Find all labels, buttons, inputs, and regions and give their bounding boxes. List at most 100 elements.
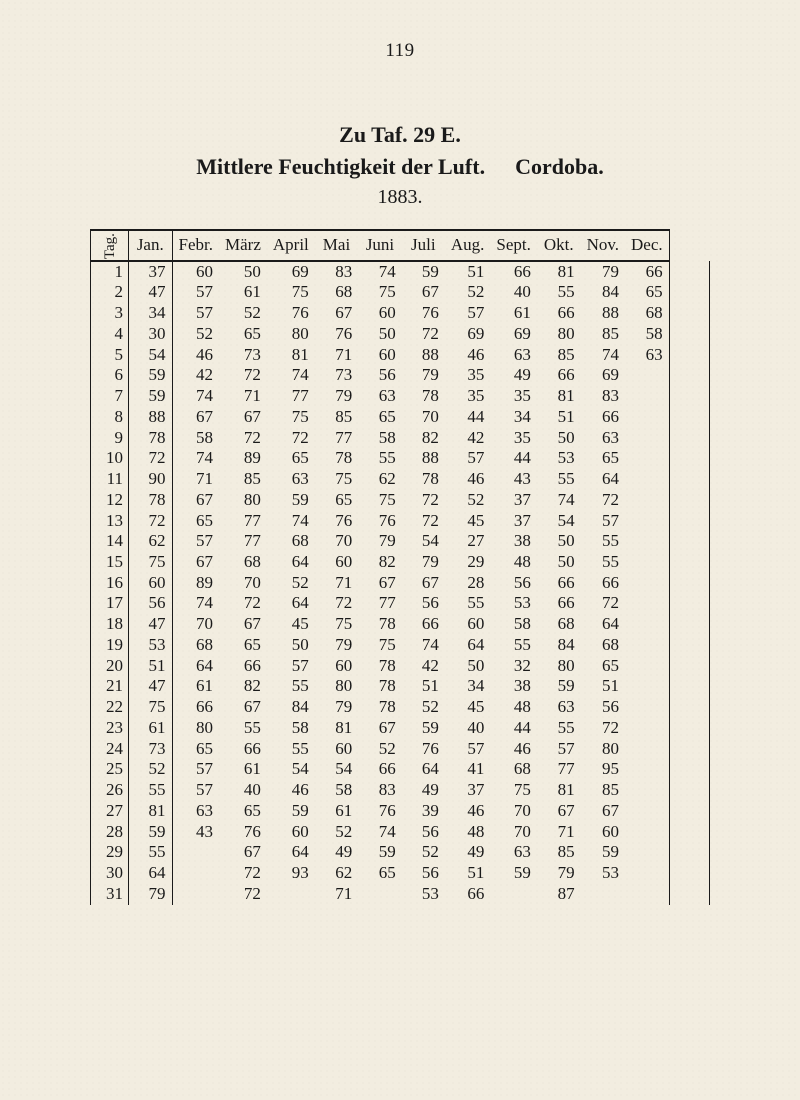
row-index: 13: [91, 511, 129, 532]
cell: 55: [581, 531, 625, 552]
cell: 65: [172, 739, 219, 760]
cell: 76: [315, 324, 358, 345]
cell: 53: [129, 635, 173, 656]
cell: [625, 780, 669, 801]
cell: 52: [402, 842, 445, 863]
cell: 80: [315, 676, 358, 697]
cell: [669, 676, 709, 697]
cell: [669, 593, 709, 614]
cell: 85: [315, 407, 358, 428]
cell: 44: [490, 448, 536, 469]
table-row: 175674726472775655536672: [91, 593, 710, 614]
cell: 74: [402, 635, 445, 656]
cell: 71: [219, 386, 267, 407]
cell: 52: [172, 324, 219, 345]
cell: [625, 801, 669, 822]
cell: 79: [537, 863, 581, 884]
row-index: 6: [91, 365, 129, 386]
cell: 42: [402, 656, 445, 677]
table-row: 285943766052745648707160: [91, 822, 710, 843]
row-index: 19: [91, 635, 129, 656]
title-line-2a: Mittlere Feuchtigkeit der Luft.: [196, 154, 485, 179]
cell: 66: [219, 739, 267, 760]
cell: 72: [219, 365, 267, 386]
page: 119 Zu Taf. 29 E. Mittlere Feuchtigkeit …: [0, 0, 800, 1100]
cell: [669, 863, 709, 884]
cell: [669, 511, 709, 532]
cell: 63: [537, 697, 581, 718]
cell: 61: [219, 759, 267, 780]
cell: [669, 635, 709, 656]
cell: 80: [537, 656, 581, 677]
cell: 56: [358, 365, 402, 386]
cell: 68: [315, 282, 358, 303]
row-index: 28: [91, 822, 129, 843]
cell: 79: [129, 884, 173, 905]
cell: 59: [129, 365, 173, 386]
cell: 43: [490, 469, 536, 490]
cell: 68: [490, 759, 536, 780]
table-row: 1376050698374595166817966: [91, 261, 710, 283]
table-row: 137265777476767245375457: [91, 511, 710, 532]
cell: 67: [219, 614, 267, 635]
cell: 59: [267, 801, 315, 822]
cell: 72: [402, 511, 445, 532]
cell: 72: [129, 448, 173, 469]
cell: 59: [490, 863, 536, 884]
cell: 89: [219, 448, 267, 469]
cell: 83: [315, 261, 358, 283]
cell: [669, 614, 709, 635]
cell: [669, 718, 709, 739]
cell: 82: [358, 552, 402, 573]
cell: 89: [172, 573, 219, 594]
cell: 56: [129, 593, 173, 614]
row-index: 7: [91, 386, 129, 407]
cell: 58: [267, 718, 315, 739]
cell: 82: [219, 676, 267, 697]
cell: 60: [315, 656, 358, 677]
cell: 54: [129, 345, 173, 366]
cell: 55: [490, 635, 536, 656]
cell: 79: [358, 531, 402, 552]
cell: 54: [537, 511, 581, 532]
col-header: Nov.: [581, 230, 625, 261]
cell: 84: [581, 282, 625, 303]
cell: 49: [315, 842, 358, 863]
cell: 51: [402, 676, 445, 697]
cell: 53: [402, 884, 445, 905]
cell: [625, 739, 669, 760]
cell: [669, 386, 709, 407]
cell: 60: [267, 822, 315, 843]
cell: 78: [358, 676, 402, 697]
row-index: 4: [91, 324, 129, 345]
cell: 77: [315, 428, 358, 449]
table-row: 107274896578558857445365: [91, 448, 710, 469]
cell: 52: [267, 573, 315, 594]
title-line-1: Zu Taf. 29 E.: [90, 122, 710, 148]
cell: 54: [267, 759, 315, 780]
cell: 72: [581, 718, 625, 739]
cell: 51: [445, 261, 491, 283]
cell: 57: [445, 739, 491, 760]
cell: 76: [267, 303, 315, 324]
cell: 78: [315, 448, 358, 469]
row-index: 26: [91, 780, 129, 801]
cell: 47: [129, 282, 173, 303]
cell: [172, 842, 219, 863]
cell: 72: [267, 428, 315, 449]
cell: 65: [315, 490, 358, 511]
cell: 85: [581, 324, 625, 345]
cell: 77: [358, 593, 402, 614]
cell: 55: [537, 469, 581, 490]
cell: 35: [445, 386, 491, 407]
cell: [669, 324, 709, 345]
cell: [625, 511, 669, 532]
cell: 64: [267, 842, 315, 863]
cell: [669, 552, 709, 573]
cell: 57: [172, 759, 219, 780]
cell: [625, 842, 669, 863]
cell: [625, 531, 669, 552]
cell: 81: [537, 261, 581, 283]
cell: 66: [581, 407, 625, 428]
cell: 32: [490, 656, 536, 677]
